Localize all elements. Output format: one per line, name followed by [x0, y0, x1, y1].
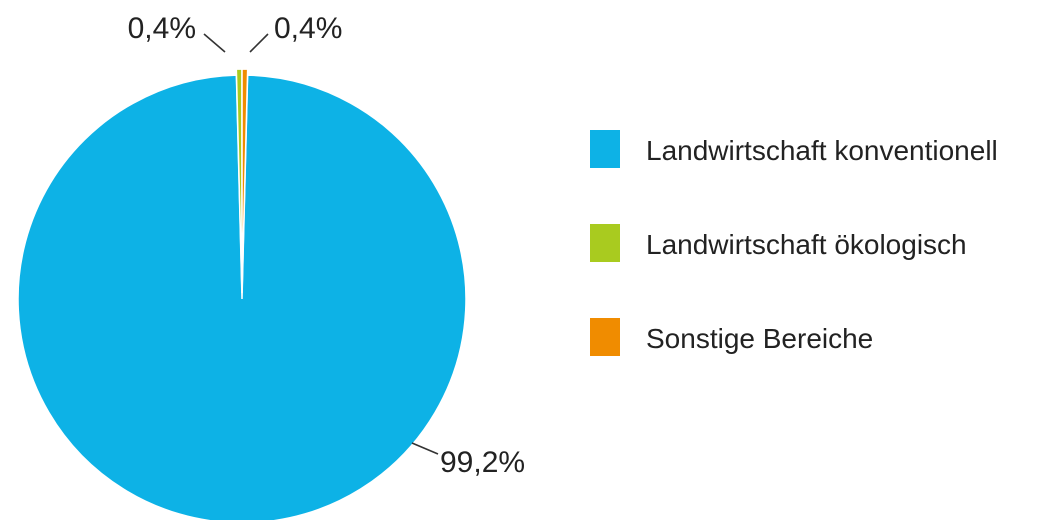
data-label-sonstige: 0,4%	[274, 12, 342, 45]
legend-label: Landwirtschaft ökologisch	[646, 229, 967, 260]
legend-item-sonstige: Sonstige Bereiche	[590, 318, 873, 356]
leader-line	[249, 33, 269, 53]
data-label-konventionell: 99,2%	[440, 446, 525, 479]
legend-swatch	[590, 130, 620, 168]
leader-lines	[203, 33, 439, 455]
leader-line	[203, 33, 226, 53]
legend: Landwirtschaft konventionell Landwirtscha…	[590, 130, 998, 356]
legend-swatch	[590, 224, 620, 262]
data-labels: 99,2% 0,4% 0,4%	[128, 12, 525, 479]
legend-swatch	[590, 318, 620, 356]
data-label-oekologisch: 0,4%	[128, 12, 196, 45]
legend-label: Landwirtschaft konventionell	[646, 135, 998, 166]
legend-item-oekologisch: Landwirtschaft ökologisch	[590, 224, 967, 262]
pie-slices	[17, 68, 467, 524]
legend-label: Sonstige Bereiche	[646, 323, 873, 354]
leader-line	[411, 442, 439, 455]
slice-sonstige-bereiche	[241, 68, 249, 294]
legend-item-konventionell: Landwirtschaft konventionell	[590, 130, 998, 168]
